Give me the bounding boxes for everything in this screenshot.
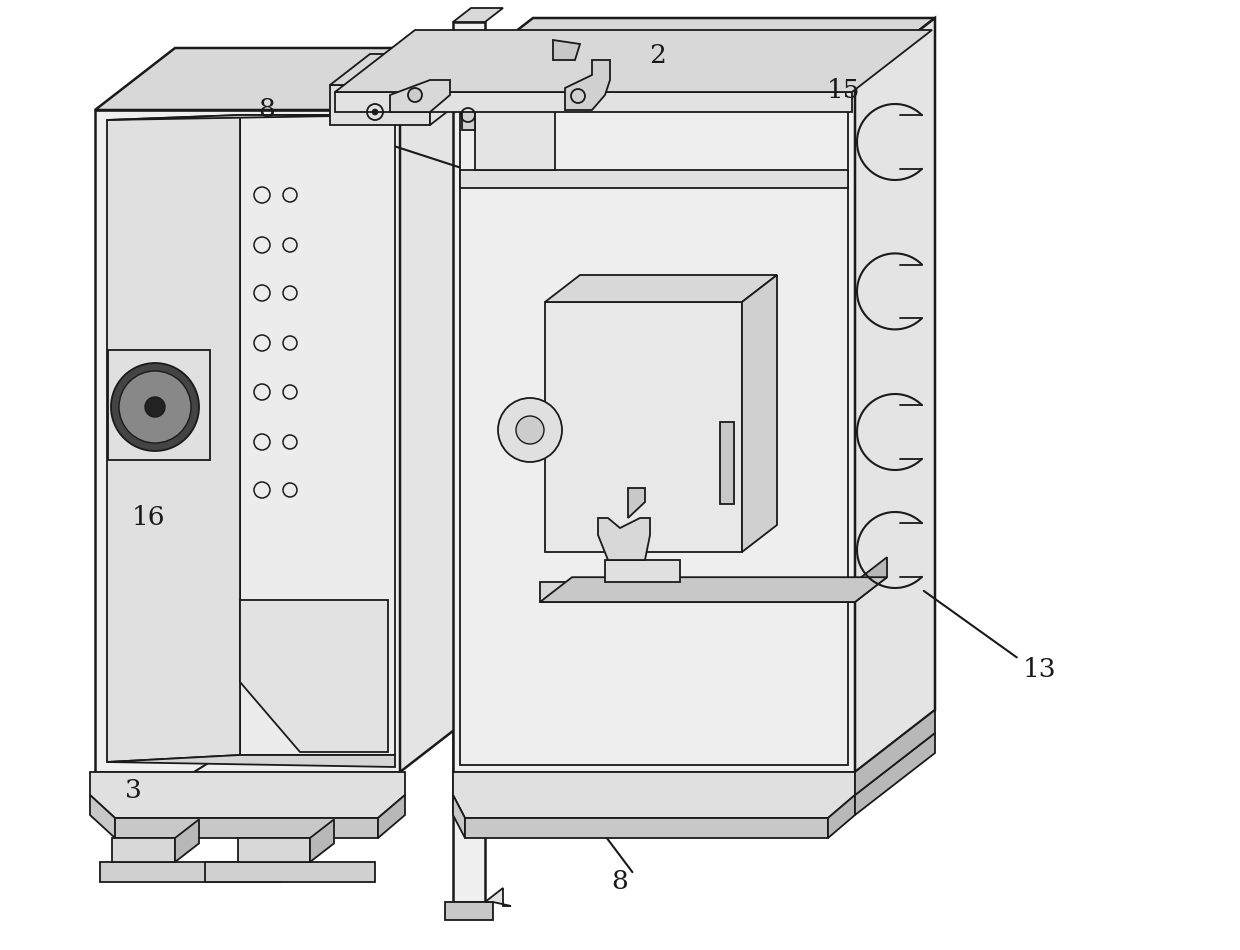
Polygon shape <box>205 862 374 882</box>
Polygon shape <box>605 560 680 582</box>
Polygon shape <box>546 302 742 552</box>
Polygon shape <box>335 30 932 92</box>
Polygon shape <box>546 275 777 302</box>
Polygon shape <box>445 902 494 920</box>
Text: 8: 8 <box>258 97 275 122</box>
Polygon shape <box>453 22 485 902</box>
Polygon shape <box>742 275 777 552</box>
Polygon shape <box>856 18 935 772</box>
Polygon shape <box>453 772 856 818</box>
Circle shape <box>498 398 562 462</box>
Text: 8: 8 <box>611 869 629 894</box>
Text: 16: 16 <box>131 505 166 530</box>
Circle shape <box>119 371 191 443</box>
Polygon shape <box>95 110 401 772</box>
Polygon shape <box>553 40 580 60</box>
Polygon shape <box>856 710 935 795</box>
Polygon shape <box>485 888 511 906</box>
Circle shape <box>145 397 165 417</box>
Text: 2: 2 <box>649 43 666 67</box>
Polygon shape <box>463 100 475 130</box>
Text: 13: 13 <box>1022 657 1056 682</box>
Polygon shape <box>720 422 734 504</box>
Polygon shape <box>91 795 115 838</box>
Polygon shape <box>95 48 480 110</box>
Polygon shape <box>107 755 396 767</box>
Polygon shape <box>460 88 848 765</box>
Polygon shape <box>335 92 852 112</box>
Polygon shape <box>91 772 405 818</box>
Polygon shape <box>401 48 480 772</box>
Polygon shape <box>455 55 529 80</box>
Polygon shape <box>539 582 856 602</box>
Polygon shape <box>598 518 650 560</box>
Polygon shape <box>330 85 430 125</box>
Polygon shape <box>539 578 887 602</box>
Polygon shape <box>100 862 280 882</box>
Polygon shape <box>565 60 610 110</box>
Polygon shape <box>107 115 396 120</box>
Polygon shape <box>453 8 503 22</box>
Polygon shape <box>455 80 498 100</box>
Polygon shape <box>627 488 645 518</box>
Polygon shape <box>856 733 935 815</box>
Polygon shape <box>175 820 198 862</box>
Circle shape <box>372 109 378 115</box>
Polygon shape <box>378 795 405 838</box>
Polygon shape <box>238 838 310 862</box>
Polygon shape <box>453 18 935 80</box>
Text: 3: 3 <box>125 778 143 803</box>
Circle shape <box>408 88 422 102</box>
Polygon shape <box>241 600 388 752</box>
Polygon shape <box>828 795 856 838</box>
Circle shape <box>112 363 198 451</box>
Polygon shape <box>453 80 856 772</box>
Polygon shape <box>112 838 175 862</box>
Polygon shape <box>856 558 887 602</box>
Polygon shape <box>310 820 334 862</box>
Polygon shape <box>475 110 556 170</box>
Text: 15: 15 <box>826 78 861 103</box>
Polygon shape <box>430 54 470 125</box>
Polygon shape <box>330 54 470 85</box>
Circle shape <box>516 416 544 444</box>
Polygon shape <box>115 818 378 838</box>
Polygon shape <box>241 115 396 755</box>
Polygon shape <box>391 80 450 112</box>
Polygon shape <box>107 115 241 762</box>
Polygon shape <box>453 784 868 815</box>
Polygon shape <box>465 818 828 838</box>
Polygon shape <box>460 170 848 188</box>
Polygon shape <box>453 795 465 838</box>
